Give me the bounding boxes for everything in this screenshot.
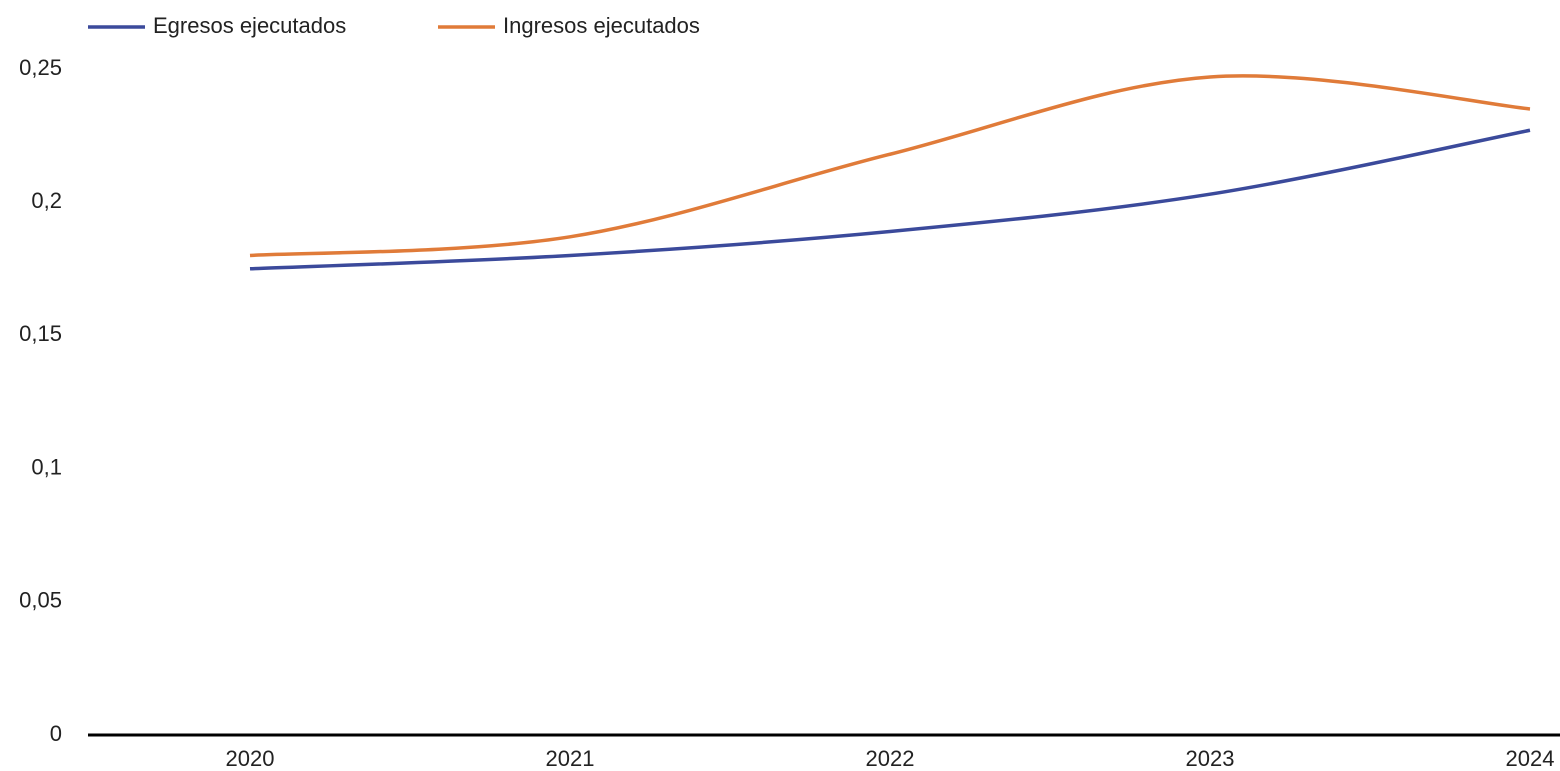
y-tick-label: 0,05: [19, 588, 62, 613]
legend-label: Ingresos ejecutados: [503, 13, 700, 38]
legend-label: Egresos ejecutados: [153, 13, 346, 38]
x-tick-label: 2023: [1186, 746, 1235, 771]
y-tick-label: 0,1: [31, 454, 62, 479]
series-line: [249, 128, 1531, 271]
y-tick-label: 0,25: [19, 55, 62, 80]
x-tick-label: 2022: [866, 746, 915, 771]
y-tick-label: 0,15: [19, 321, 62, 346]
y-tick-label: 0: [50, 721, 62, 746]
x-tick-label: 2021: [546, 746, 595, 771]
series-line: [249, 74, 1531, 258]
x-tick-label: 2020: [226, 746, 275, 771]
x-tick-label: 2024: [1506, 746, 1555, 771]
y-tick-label: 0,2: [31, 188, 62, 213]
